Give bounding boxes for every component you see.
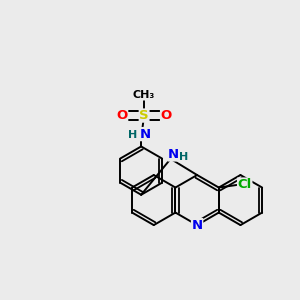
Text: N: N [191,219,203,232]
Text: Cl: Cl [238,178,252,191]
Text: O: O [160,109,172,122]
Text: H: H [179,152,188,162]
Text: H: H [128,130,137,140]
Text: O: O [116,109,128,122]
Text: N: N [168,148,179,161]
Text: N: N [140,128,151,141]
Text: S: S [139,109,149,122]
Text: CH₃: CH₃ [133,90,155,100]
